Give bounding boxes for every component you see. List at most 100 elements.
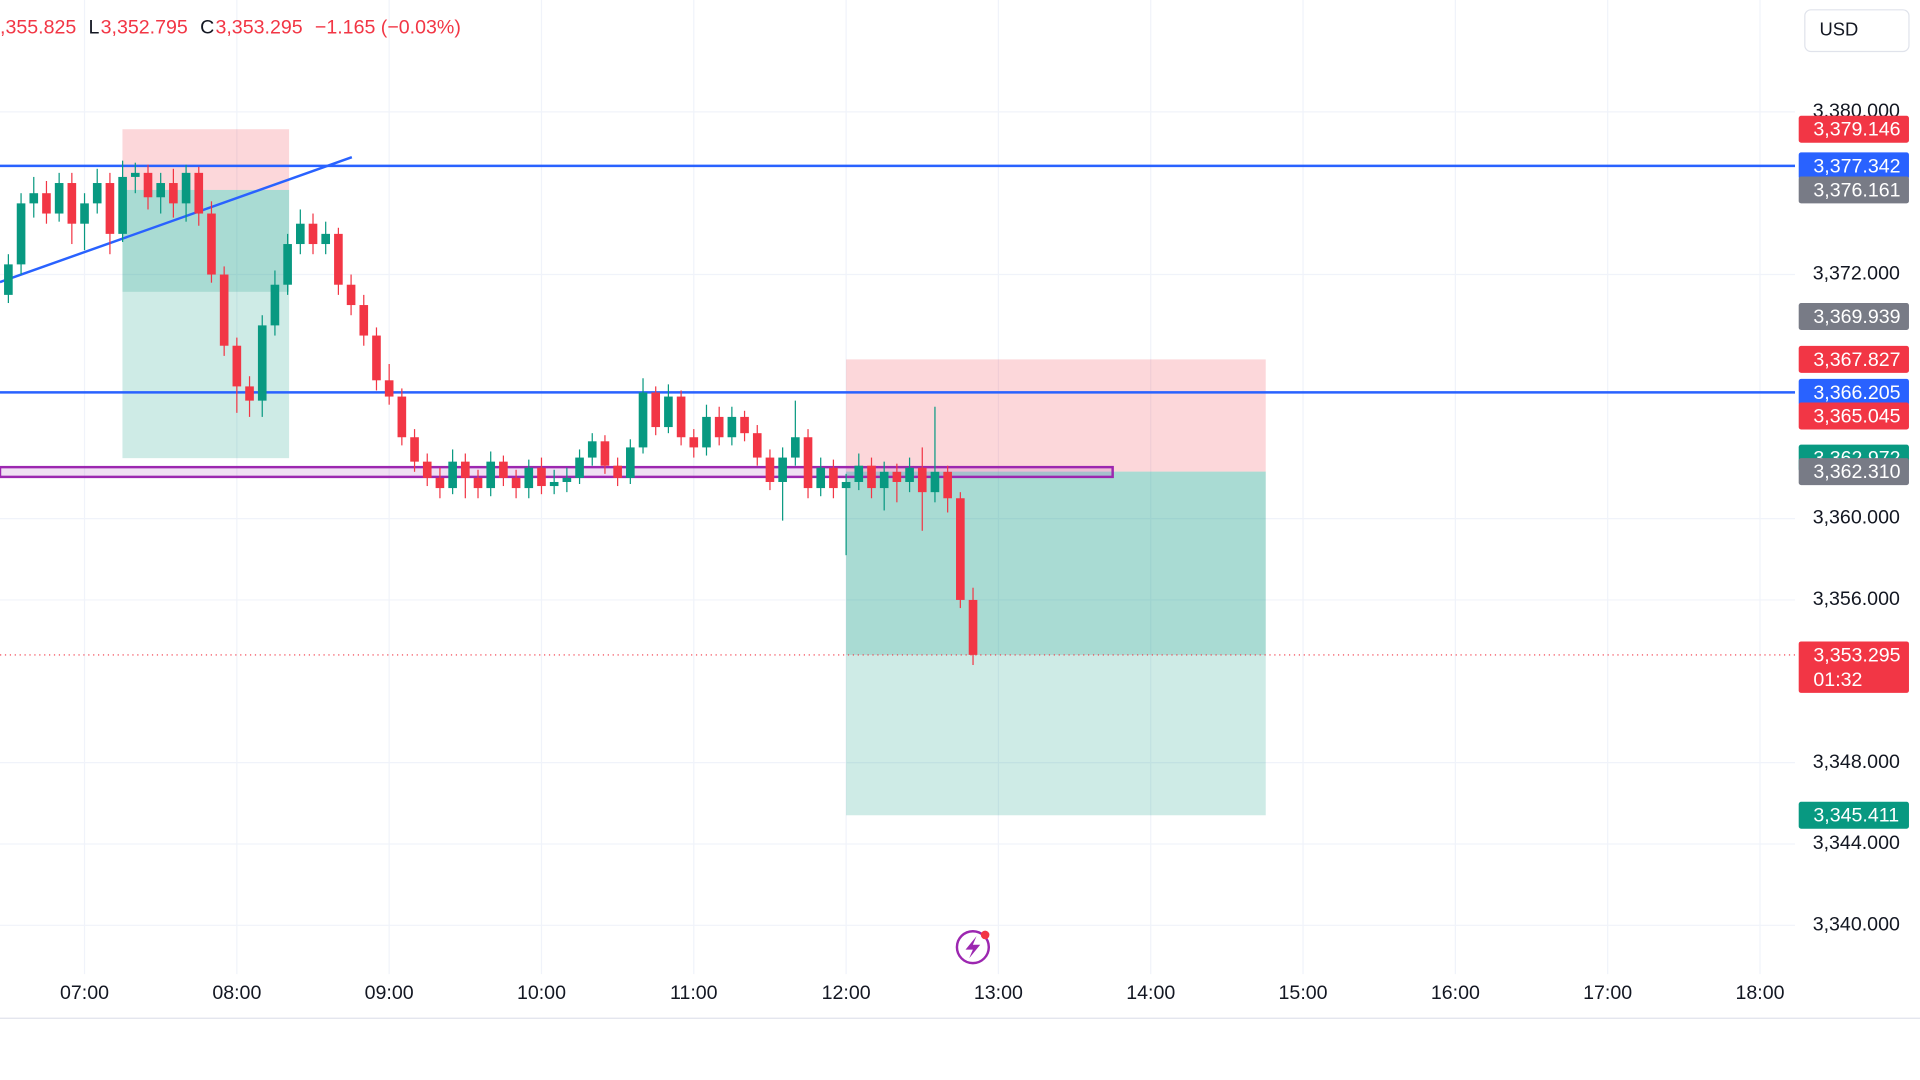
candle-body <box>410 437 419 462</box>
candle-body <box>80 203 89 224</box>
x-tick-label: 18:00 <box>1735 982 1784 1004</box>
candle-body <box>245 386 254 401</box>
candle-body <box>829 467 838 489</box>
ohlc-value: 3,353.295 <box>215 16 302 38</box>
currency-button[interactable] <box>1804 9 1910 53</box>
candle-body <box>879 471 889 489</box>
candle-body <box>917 467 927 493</box>
candle-body <box>384 380 394 397</box>
grid <box>0 0 1796 975</box>
candle-body <box>702 416 711 448</box>
candle-body <box>118 176 127 234</box>
price-badge-label: 3,377.342 <box>1813 155 1900 177</box>
price-badge-label: 3,362.310 <box>1813 461 1900 483</box>
candle-body <box>54 183 64 214</box>
candle-body <box>537 467 546 487</box>
alert-icon[interactable] <box>955 930 991 965</box>
x-tick-label: 12:00 <box>822 982 871 1004</box>
y-tick-label: 3,360.000 <box>1813 507 1900 529</box>
candle-body <box>67 183 77 224</box>
candle-body <box>308 223 318 245</box>
price-badge <box>1798 378 1909 406</box>
candle-body <box>549 481 559 487</box>
price-badge-label: 3,353.295 <box>1813 644 1900 666</box>
candle-body <box>232 345 242 387</box>
y-tick-label: 3,372.000 <box>1813 263 1900 285</box>
price-badge-label: 3,345.411 <box>1813 805 1899 827</box>
trendline <box>0 156 353 284</box>
drawings <box>0 156 1796 656</box>
candle-body <box>892 471 902 482</box>
ohlc-key: L <box>89 16 100 38</box>
candle-body <box>613 465 622 478</box>
y-tick-label: 3,340.000 <box>1813 913 1900 935</box>
candle-body <box>257 325 267 401</box>
candle-body <box>791 437 800 458</box>
x-tick-label: 10:00 <box>517 982 566 1004</box>
x-tick-label: 07:00 <box>60 982 109 1004</box>
candle-body <box>765 457 775 482</box>
candle-body <box>499 461 508 478</box>
candle-body <box>92 183 102 204</box>
ohlc-value: ,355.825 <box>0 16 76 38</box>
candle-body <box>397 396 407 438</box>
x-tick-label: 13:00 <box>974 982 1023 1004</box>
candle-body <box>42 193 51 214</box>
price-badge <box>1798 345 1909 373</box>
price-badge <box>1798 458 1909 486</box>
candle-body <box>143 172 153 198</box>
candle-body <box>968 599 978 655</box>
candle-body <box>283 244 292 285</box>
candle-body <box>562 477 572 482</box>
candle-body <box>334 233 343 285</box>
profit-zone <box>846 654 1266 816</box>
candle-body <box>803 437 813 489</box>
candle-body <box>930 471 940 493</box>
candle-body <box>524 467 534 489</box>
price-badge-label: 3,376.161 <box>1813 179 1900 201</box>
candle-body <box>600 441 610 466</box>
candle-body <box>130 172 140 177</box>
candles <box>4 160 978 666</box>
candle-body <box>905 467 914 482</box>
price-badge <box>1798 302 1909 330</box>
axes: 07:00 08:00 09:00 10:00 11:00 12:00 13:00 14:00… <box>60 100 1900 1004</box>
candle-body <box>16 203 26 265</box>
candle-body <box>473 477 483 489</box>
price-badge-label: 3,367.827 <box>1813 349 1900 371</box>
price-badge <box>1798 402 1909 430</box>
candle-body <box>422 461 432 478</box>
candle-body <box>296 223 305 245</box>
x-tick-label: 09:00 <box>365 982 414 1004</box>
candle-body <box>676 396 686 438</box>
zone <box>0 465 1114 479</box>
candle-body <box>194 172 204 214</box>
y-tick-label: 3,344.000 <box>1813 832 1900 854</box>
candle-body <box>664 396 673 428</box>
candle-body <box>714 416 724 438</box>
candle-body <box>854 465 864 482</box>
candle-body <box>461 461 470 478</box>
ohlc-key: C <box>200 16 214 38</box>
candle-body <box>169 183 178 204</box>
profit-filled <box>846 471 1266 655</box>
price-badge <box>1798 152 1909 180</box>
candle-body <box>956 498 965 600</box>
candle-body <box>105 183 115 234</box>
price-badge <box>1798 176 1909 204</box>
risk-zone <box>846 359 1266 472</box>
candle-body <box>689 437 699 448</box>
price-badge-label: 3,369.939 <box>1813 306 1900 328</box>
x-tick-label: 15:00 <box>1279 982 1328 1004</box>
y-tick-label: 3,356.000 <box>1813 588 1900 610</box>
candle-body <box>867 465 876 489</box>
candle-body <box>359 305 369 336</box>
candle-body <box>156 183 166 198</box>
positions <box>122 129 1266 816</box>
candle-body <box>207 213 216 275</box>
price-badge <box>1798 801 1909 829</box>
currency-label[interactable]: USD <box>1820 18 1859 39</box>
